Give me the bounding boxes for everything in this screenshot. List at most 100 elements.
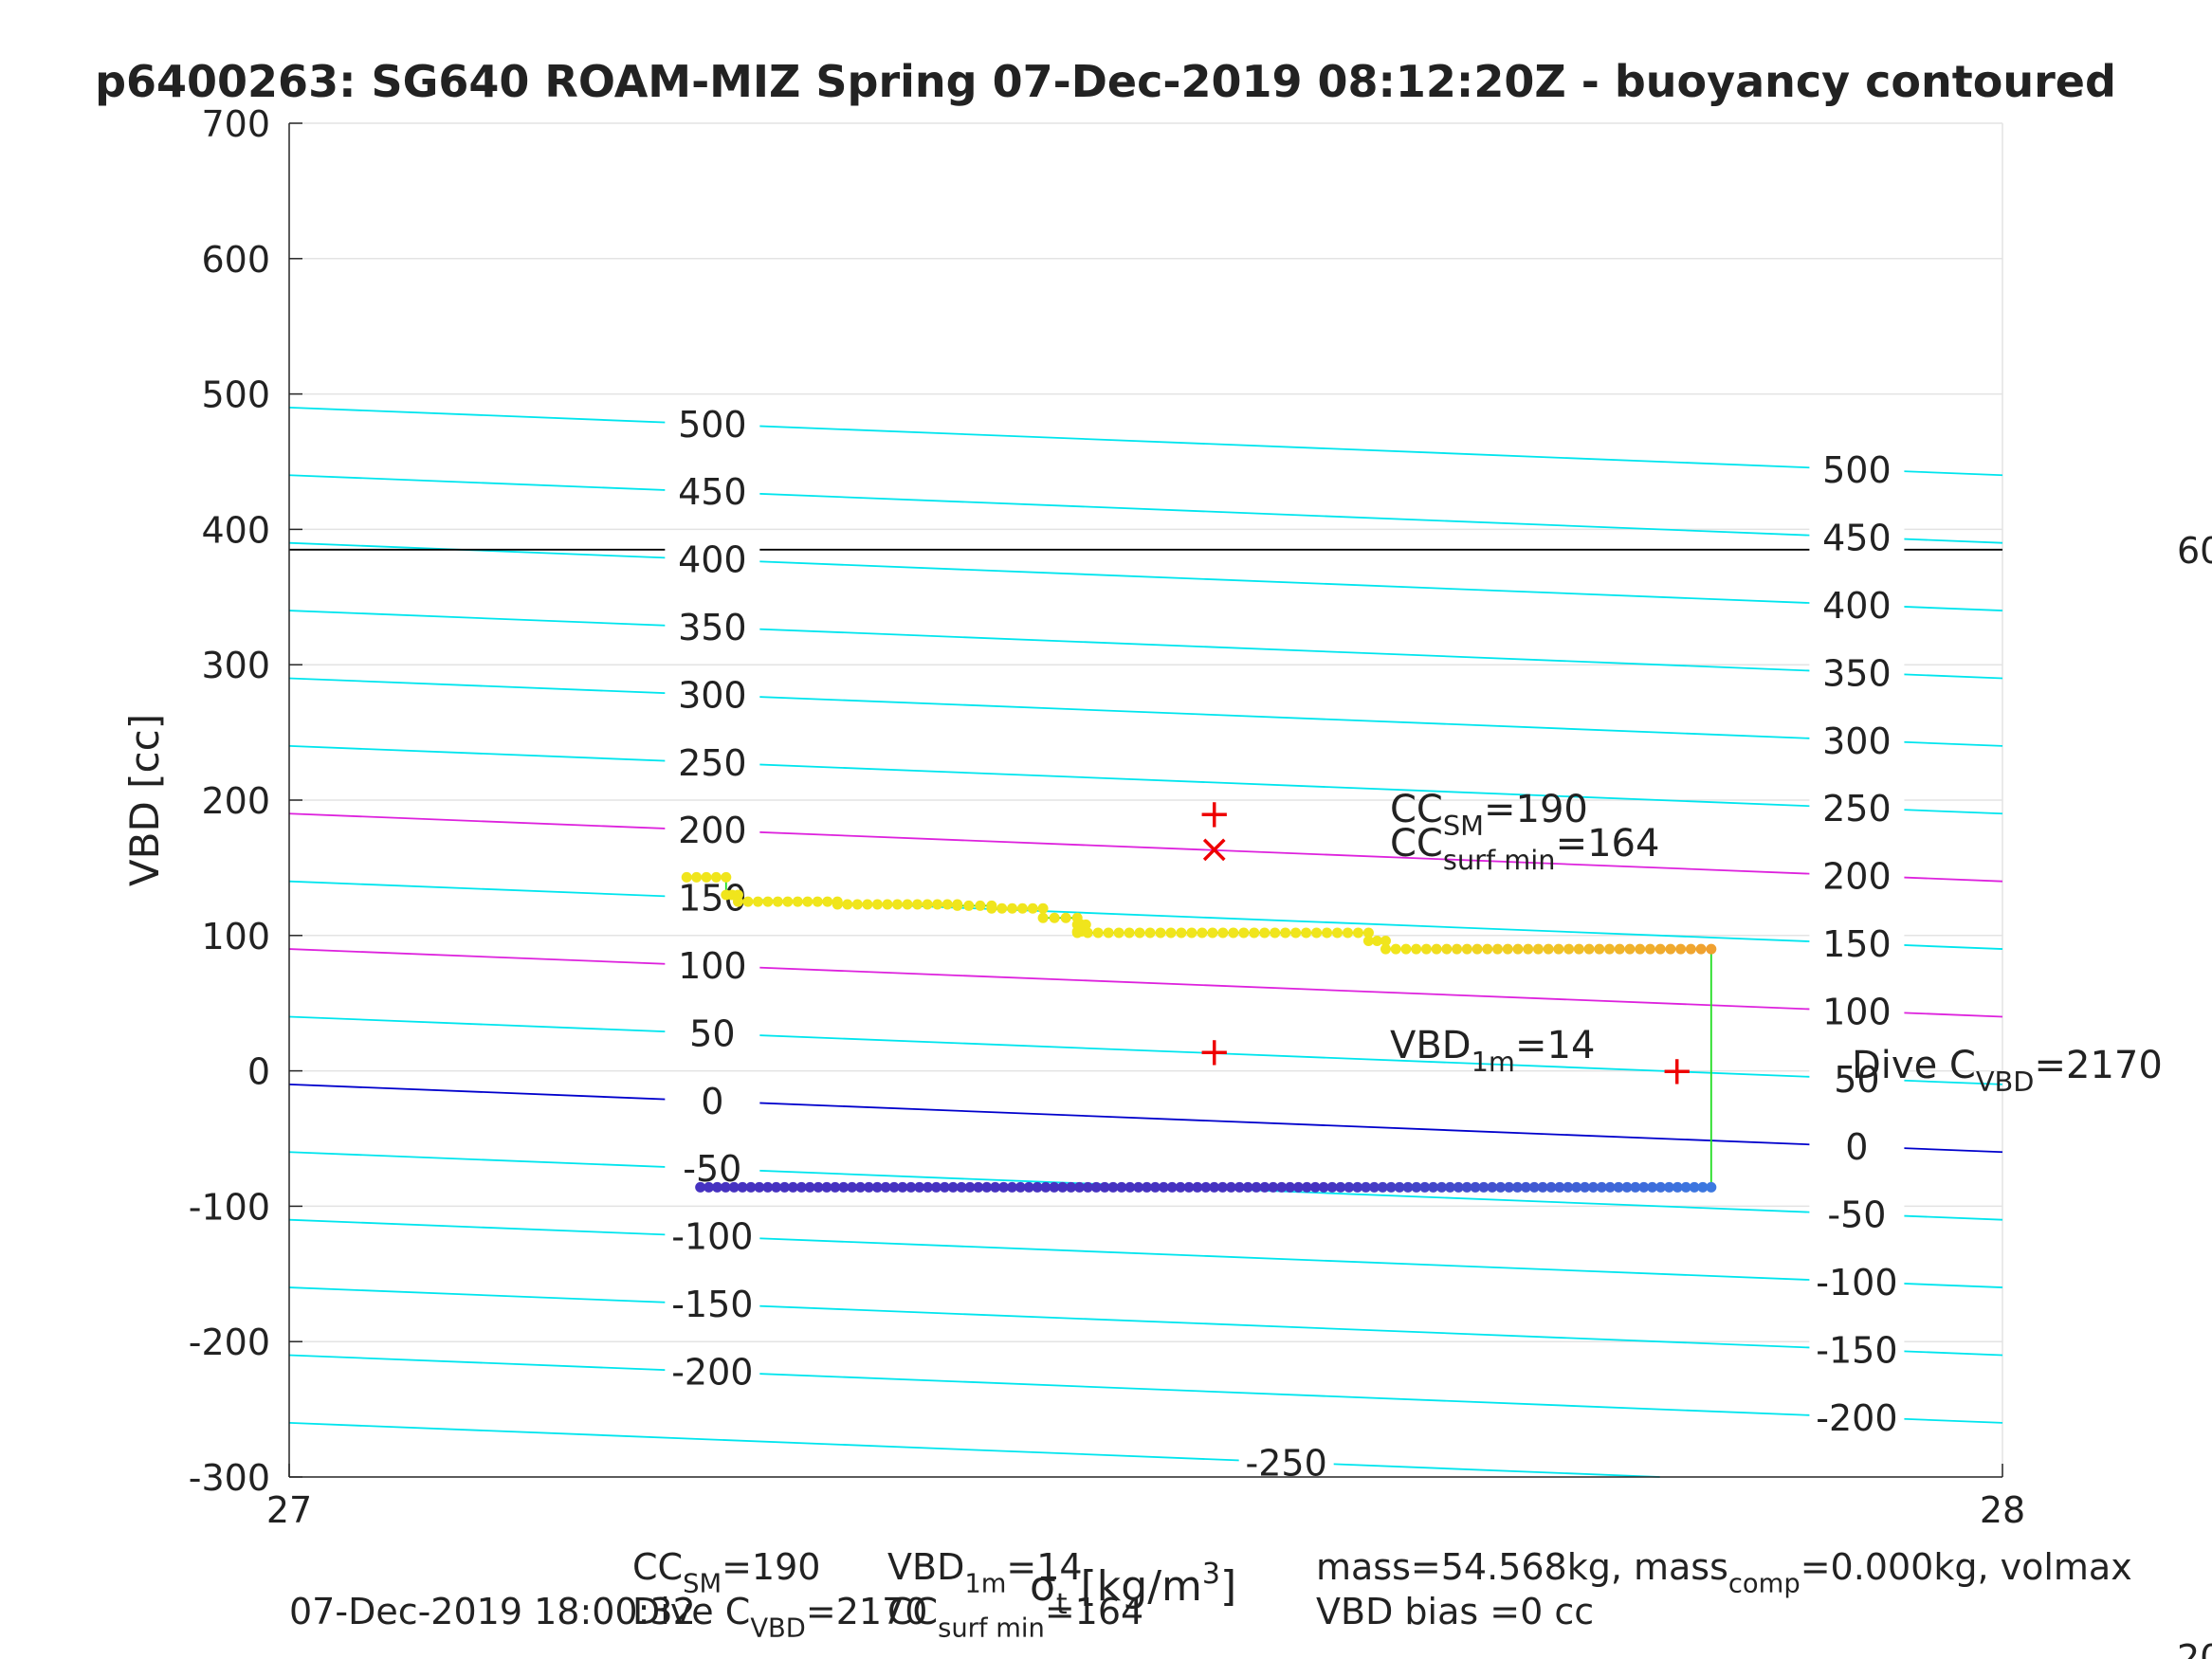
lower-trace-point <box>888 1181 900 1193</box>
upper-trace-point <box>782 896 794 907</box>
footer-cc-sm-part: SM <box>683 1569 722 1598</box>
lower-trace-point <box>711 1181 722 1193</box>
annotation-cc-surf-min-part: surf min <box>1443 844 1556 876</box>
upper-trace-point <box>1594 943 1605 955</box>
y-tick-label: 600 <box>201 239 270 281</box>
footer-edge-number: 20 <box>2177 1637 2212 1659</box>
upper-trace-point <box>871 899 883 910</box>
lower-trace-point <box>1217 1181 1229 1193</box>
contour-label: 450 <box>678 471 747 513</box>
lower-trace-point <box>1335 1181 1346 1193</box>
lower-trace-point <box>1504 1181 1515 1193</box>
contour-line <box>288 406 2003 477</box>
upper-trace-point <box>1420 943 1432 955</box>
upper-trace-point <box>1523 943 1534 955</box>
upper-trace-point <box>912 899 923 910</box>
lower-trace-point <box>939 1181 950 1193</box>
contour-line <box>288 948 2003 1018</box>
contour-label: 100 <box>1822 991 1892 1032</box>
lower-trace-point <box>863 1181 874 1193</box>
marker: + <box>1660 1048 1693 1094</box>
footer-timestamp: 07-Dec-2019 18:00:32 <box>289 1591 696 1632</box>
contour-label-bg <box>665 539 760 578</box>
lower-trace-point <box>871 1181 883 1193</box>
upper-trace-point <box>1027 902 1038 914</box>
lower-trace-point <box>1158 1181 1169 1193</box>
contour-label: -150 <box>1816 1329 1897 1371</box>
upper-trace-point <box>710 871 722 883</box>
contour-label-bg <box>1809 924 1905 963</box>
contour-label-bg <box>1809 586 1905 625</box>
contour-label: 350 <box>678 607 747 648</box>
upper-trace-point <box>1654 943 1666 955</box>
upper-trace-point <box>1124 927 1135 939</box>
contour-label-bg <box>665 1285 760 1323</box>
x-axis-label-part: σ <box>1030 1562 1056 1611</box>
annotation-vbd-1m-part: VBD <box>1390 1024 1472 1067</box>
y-tick-label: 400 <box>201 509 270 551</box>
contour-label-bg <box>1809 856 1905 895</box>
footer-mass-part: mass=54.568kg, mass <box>1316 1546 1728 1588</box>
lower-trace-point <box>821 1181 832 1193</box>
upper-trace-point <box>1695 943 1707 955</box>
lower-trace-point <box>1689 1181 1700 1193</box>
x-tick-label: 28 <box>1980 1489 2025 1531</box>
contour-label: 50 <box>689 1012 735 1054</box>
upper-trace-point <box>986 902 997 914</box>
upper-trace-point <box>802 896 814 907</box>
upper-trace-point <box>1461 943 1472 955</box>
lower-trace-point <box>1040 1181 1051 1193</box>
upper-trace-point <box>1071 927 1083 939</box>
upper-trace-point <box>1491 943 1503 955</box>
upper-trace-point <box>1573 943 1584 955</box>
contour-label: 400 <box>678 539 747 581</box>
footer-vbd-1m-part: 1m <box>964 1569 1006 1598</box>
contour-label: 250 <box>1822 788 1892 830</box>
lower-trace-point <box>1318 1181 1329 1193</box>
upper-trace-point <box>681 871 692 883</box>
upper-trace-point <box>1007 902 1018 914</box>
footer-cc-sm-part: =190 <box>722 1546 820 1588</box>
lower-trace-point <box>762 1181 774 1193</box>
lower-trace-point <box>1023 1181 1034 1193</box>
lower-trace-point <box>1428 1181 1439 1193</box>
contour-label-bg <box>1809 1330 1905 1369</box>
lower-trace-point <box>914 1181 925 1193</box>
footer-vbd-1m: VBD1m=14 <box>887 1546 1083 1598</box>
upper-trace-point <box>1207 927 1218 939</box>
upper-trace-point <box>1228 927 1239 939</box>
footer-cc-surf-min: CCsurf min=164 <box>887 1591 1143 1643</box>
upper-trace-point <box>1583 943 1595 955</box>
annotation-vbd-1m-part: =14 <box>1515 1024 1595 1067</box>
upper-trace-point <box>832 899 843 910</box>
lower-trace-point <box>1545 1181 1557 1193</box>
contour-label: -50 <box>1827 1194 1886 1236</box>
upper-trace-point <box>1060 912 1071 923</box>
y-tick-label: 0 <box>247 1051 270 1093</box>
contour-label-bg <box>665 675 760 714</box>
lower-trace-point <box>830 1181 841 1193</box>
contour-label: -100 <box>671 1216 753 1258</box>
lower-trace-point <box>1697 1181 1709 1193</box>
contour-label-bg <box>1809 1263 1905 1302</box>
upper-trace-point <box>1082 927 1093 939</box>
contour-label: 500 <box>678 404 747 446</box>
lower-trace-point <box>1082 1181 1093 1193</box>
lower-trace-point <box>1066 1181 1077 1193</box>
lower-trace-point <box>1242 1181 1253 1193</box>
upper-trace-point <box>1431 943 1442 955</box>
contour-label-bg <box>665 608 760 647</box>
contour-label-bg <box>665 811 760 849</box>
upper-trace-point <box>1270 927 1281 939</box>
lower-trace-point <box>795 1181 807 1193</box>
upper-trace-point <box>1624 943 1636 955</box>
contour-line <box>288 610 2003 680</box>
contour-label-bg <box>665 1013 760 1052</box>
upper-trace-point <box>891 899 903 910</box>
upper-trace-point <box>952 900 963 911</box>
lower-trace-point <box>1706 1181 1717 1193</box>
contour-line <box>288 541 2003 611</box>
lower-trace-point <box>854 1181 866 1193</box>
lower-trace-point <box>1368 1181 1380 1193</box>
lower-trace-point <box>1309 1181 1321 1193</box>
